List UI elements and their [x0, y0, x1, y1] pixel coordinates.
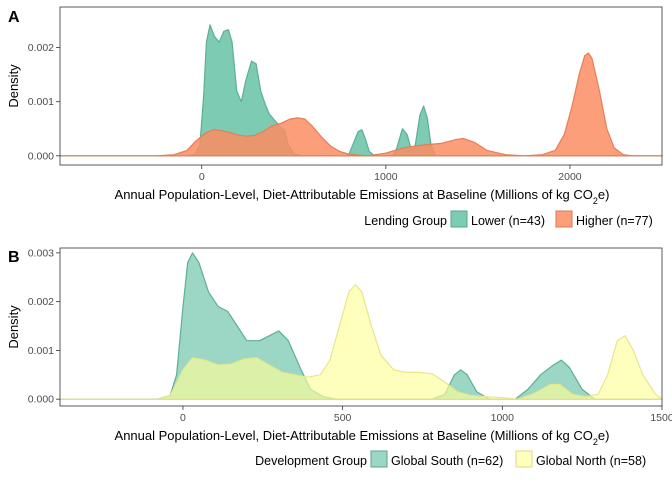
legend-title: Development Group: [255, 454, 367, 468]
legend-key-lower: [450, 210, 468, 228]
x-axis-label-subscript: 2: [593, 437, 598, 447]
x-tick-label: 1000: [374, 171, 398, 183]
panel-b: B Density 0.000 0.001 0.002 0.003 0 500 1000 1…: [6, 247, 672, 468]
legend-key-higher: [555, 210, 573, 228]
y-tick-label: 0.003: [28, 247, 54, 259]
y-axis-ticks: 0.000 0.001 0.002: [28, 42, 60, 162]
panel-label: A: [8, 9, 20, 26]
legend-label-lower: Lower (n=43): [471, 214, 545, 228]
legend-title: Lending Group: [364, 214, 447, 228]
legend-label-global-north: Global North (n=58): [536, 454, 646, 468]
legend: Development Group Global South (n=62) Gl…: [255, 450, 646, 468]
x-tick-label: 0: [199, 171, 205, 183]
x-axis-label: Annual Population-Level, Diet-Attributab…: [115, 428, 610, 447]
x-axis-label-main: Annual Population-Level, Diet-Attributab…: [115, 187, 593, 202]
density-areas: [59, 252, 663, 400]
y-tick-label: 0.001: [28, 96, 54, 108]
x-tick-label: 0: [180, 412, 186, 424]
density-area-global: [59, 284, 663, 400]
y-tick-label: 0.000: [28, 394, 54, 406]
y-tick-label: 0.001: [28, 345, 54, 357]
legend-label-higher: Higher (n=77): [576, 214, 653, 228]
legend-key-global-south: [370, 450, 388, 468]
legend: Lending Group Lower (n=43) Higher (n=77): [364, 210, 653, 228]
x-axis-ticks: 0 1000 2000: [199, 165, 582, 183]
x-tick-label: 1500: [650, 412, 672, 424]
y-axis-label: Density: [6, 305, 21, 349]
legend-key-global-north: [515, 450, 533, 468]
panel-label: B: [8, 249, 20, 266]
x-tick-label: 2000: [558, 171, 582, 183]
y-tick-label: 0.002: [28, 42, 54, 54]
legend-label-global-south: Global South (n=62): [391, 454, 503, 468]
density-areas: [59, 24, 663, 157]
x-tick-label: 500: [334, 412, 352, 424]
x-axis-label-end: e): [598, 187, 610, 202]
density-area-higher: [59, 52, 663, 157]
panel-a: A Density 0.000 0.001 0.002 0 1000 2000 Annu…: [6, 6, 663, 228]
x-axis-label-main: Annual Population-Level, Diet-Attributab…: [115, 428, 593, 443]
x-axis-label: Annual Population-Level, Diet-Attributab…: [115, 187, 610, 206]
plot-panel-border: [59, 247, 663, 407]
y-axis-label: Density: [6, 64, 21, 108]
x-axis-label-subscript: 2: [593, 196, 598, 206]
y-tick-label: 0.000: [28, 150, 54, 162]
y-tick-label: 0.002: [28, 296, 54, 308]
y-axis-ticks: 0.000 0.001 0.002 0.003: [28, 247, 60, 406]
x-axis-label-end: e): [598, 428, 610, 443]
x-tick-label: 1000: [491, 412, 515, 424]
x-axis-ticks: 0 500 1000 1500: [180, 406, 672, 424]
plot-panel-border: [59, 6, 663, 166]
